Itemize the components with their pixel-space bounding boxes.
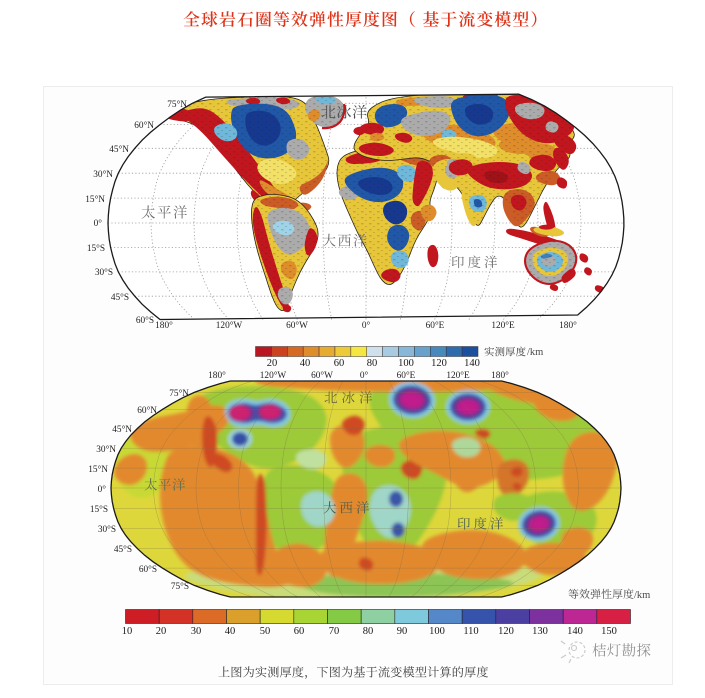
svg-text:60°E: 60°E <box>426 320 445 331</box>
svg-text:150: 150 <box>601 626 617 637</box>
svg-text:120°E: 120°E <box>491 320 515 331</box>
svg-text:120°E: 120°E <box>446 370 470 381</box>
svg-text:40: 40 <box>225 626 236 637</box>
svg-text:50: 50 <box>260 626 271 637</box>
svg-text:/km: /km <box>634 590 650 601</box>
svg-text:60°S: 60°S <box>139 564 157 575</box>
svg-text:140: 140 <box>464 358 480 369</box>
svg-text:15°S: 15°S <box>87 243 105 254</box>
svg-text:60°N: 60°N <box>137 405 157 416</box>
svg-text:15°N: 15°N <box>85 194 105 205</box>
svg-text:130: 130 <box>532 626 548 637</box>
svg-text:120°W: 120°W <box>216 320 243 331</box>
svg-text:45°S: 45°S <box>114 544 132 555</box>
svg-text:60°S: 60°S <box>136 315 154 326</box>
svg-text:15°S: 15°S <box>90 504 108 515</box>
svg-text:20: 20 <box>267 358 278 369</box>
svg-text:100: 100 <box>398 358 414 369</box>
svg-text:0°: 0° <box>94 218 103 229</box>
svg-text:100: 100 <box>429 626 445 637</box>
svg-text:120: 120 <box>498 626 514 637</box>
svg-text:30°S: 30°S <box>95 267 113 278</box>
svg-text:70: 70 <box>329 626 340 637</box>
svg-text:180°: 180° <box>491 370 509 381</box>
svg-text:10: 10 <box>122 626 133 637</box>
svg-text:0°: 0° <box>360 370 369 381</box>
svg-text:40: 40 <box>300 358 311 369</box>
svg-text:30°S: 30°S <box>98 524 116 535</box>
svg-text:60°E: 60°E <box>397 370 416 381</box>
svg-text:30: 30 <box>191 626 202 637</box>
svg-text:75°N: 75°N <box>167 99 187 110</box>
svg-text:60°W: 60°W <box>311 370 333 381</box>
svg-text:180°: 180° <box>559 320 577 331</box>
svg-text:80: 80 <box>363 626 374 637</box>
svg-text:30°N: 30°N <box>96 444 116 455</box>
svg-text:60°N: 60°N <box>134 120 154 131</box>
svg-text:0°: 0° <box>98 484 107 495</box>
svg-text:180°: 180° <box>208 370 226 381</box>
svg-text:0°: 0° <box>362 320 371 331</box>
svg-text:120: 120 <box>431 358 447 369</box>
svg-text:120°W: 120°W <box>260 370 287 381</box>
svg-text:45°N: 45°N <box>109 144 129 155</box>
svg-text:140: 140 <box>567 626 583 637</box>
svg-text:75°N: 75°N <box>169 388 189 399</box>
svg-text:110: 110 <box>463 626 478 637</box>
svg-text:20: 20 <box>156 626 167 637</box>
svg-text:45°S: 45°S <box>111 292 129 303</box>
svg-text:45°N: 45°N <box>112 424 132 435</box>
svg-text:60°W: 60°W <box>286 320 308 331</box>
svg-text:80: 80 <box>367 358 378 369</box>
svg-text:75°S: 75°S <box>171 581 189 592</box>
svg-text:90: 90 <box>397 626 408 637</box>
svg-text:180°: 180° <box>155 320 173 331</box>
svg-text:15°N: 15°N <box>88 464 108 475</box>
svg-text:/km: /km <box>527 347 543 358</box>
svg-text:60: 60 <box>294 626 305 637</box>
svg-text:60: 60 <box>334 358 345 369</box>
svg-text:30°N: 30°N <box>93 169 113 180</box>
